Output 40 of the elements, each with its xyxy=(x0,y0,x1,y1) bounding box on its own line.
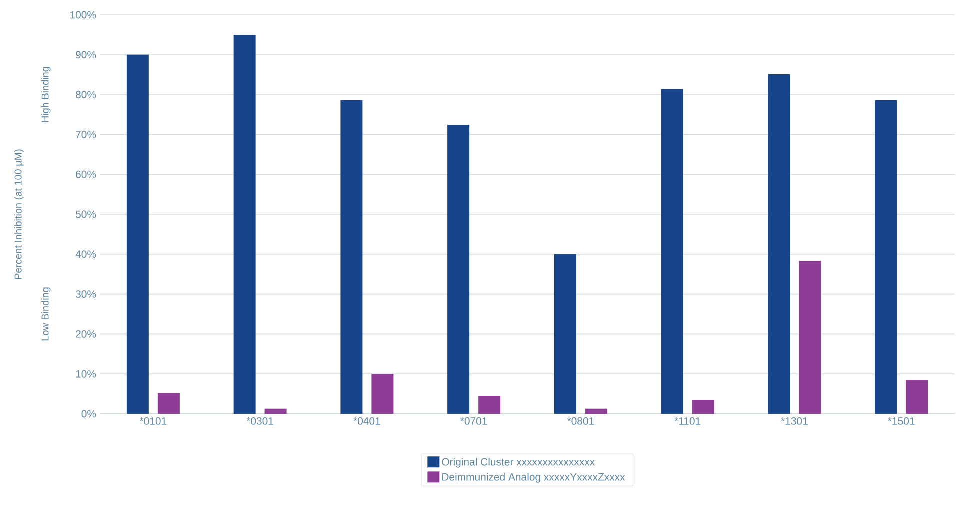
text: High Binding xyxy=(41,67,51,122)
y-tick-label: 50% xyxy=(76,210,96,218)
x-tick-label: *1101 xyxy=(674,418,701,425)
bar xyxy=(264,408,287,414)
bar xyxy=(158,393,180,414)
legend-label: Deimmunized Analog xxxxxYxxxxZxxxx xyxy=(442,473,626,483)
y-tick-label: 80% xyxy=(76,91,96,99)
y-tick-label: 0% xyxy=(82,410,96,418)
x-tick-label: *0801 xyxy=(567,418,594,425)
y-axis-title: Percent Inhibition (at 100 µM) xyxy=(14,150,24,280)
y-tick-label: 90% xyxy=(76,51,96,59)
bar xyxy=(906,380,928,414)
text: Low Binding xyxy=(41,288,51,341)
bar xyxy=(126,54,149,414)
bar xyxy=(875,100,898,414)
bar xyxy=(372,374,394,414)
x-tick-label: *0701 xyxy=(460,418,488,425)
bar xyxy=(340,100,363,414)
x-tick-label: *0101 xyxy=(140,418,167,425)
y-tick-label: 10% xyxy=(76,370,96,378)
x-tick-label: *0301 xyxy=(246,418,274,425)
bar xyxy=(448,125,470,414)
y-tick-label: 20% xyxy=(76,330,96,338)
bar xyxy=(661,89,684,414)
bar xyxy=(234,34,256,414)
bar xyxy=(554,254,576,414)
y-tick-label: 30% xyxy=(76,290,96,298)
y-tick-label: 100% xyxy=(70,11,96,19)
y-tick-label: 70% xyxy=(76,131,96,138)
bar xyxy=(478,396,501,414)
bar xyxy=(585,408,608,414)
bar xyxy=(692,400,714,414)
x-tick-label: *1301 xyxy=(781,418,808,425)
legend-label: Original Cluster xxxxxxxxxxxxxxx xyxy=(442,458,595,468)
bar xyxy=(799,261,822,414)
x-tick-label: *1501 xyxy=(888,418,915,425)
y-tick-label: 40% xyxy=(76,250,96,258)
bar xyxy=(768,74,790,414)
x-tick-label: *0401 xyxy=(354,418,380,425)
y-tick-label: 60% xyxy=(76,170,96,178)
